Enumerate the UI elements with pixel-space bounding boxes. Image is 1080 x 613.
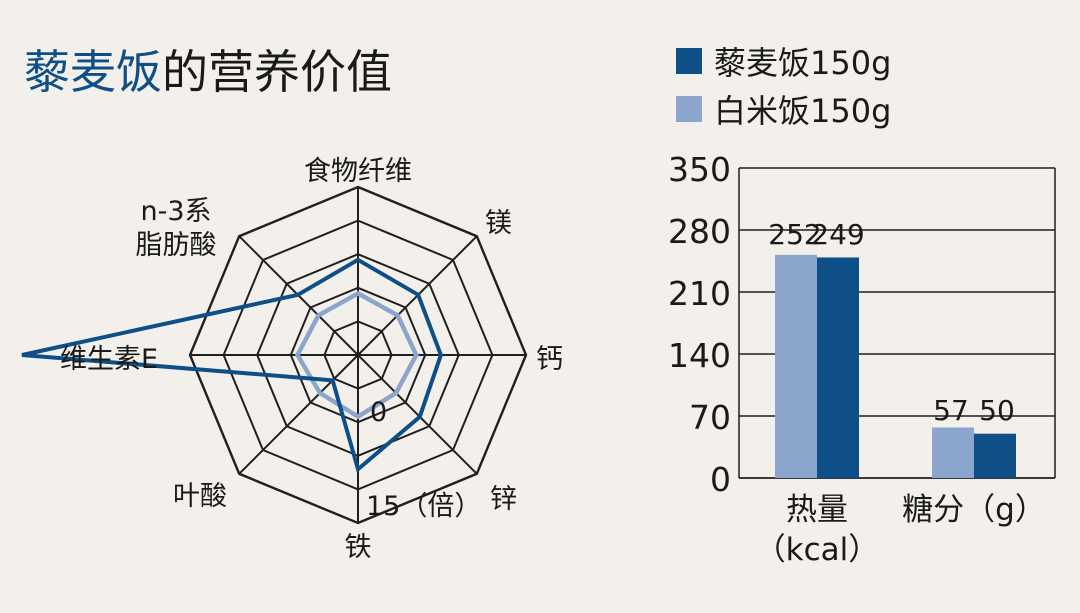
title-rest: 的营养价值 (162, 45, 392, 99)
radar-axis-label: 钙 (536, 344, 563, 375)
radar-axis-label: 维生素E (60, 344, 158, 375)
radar-series-rice (294, 290, 419, 420)
bar-y-tick-label: 210 (668, 274, 731, 313)
radar-scale-min: 0 (370, 397, 387, 428)
legend-label: 藜麦饭150g (714, 44, 891, 82)
page-title: 藜麦饭的营养价值 (24, 45, 392, 99)
bar-data-label: 252 (768, 218, 821, 251)
bar-quinoa (817, 257, 859, 478)
bar-data-label: 57 (933, 394, 969, 427)
radar-axis-label: 镁 (485, 208, 512, 239)
bar-quinoa (974, 433, 1016, 478)
bar-y-tick-label: 0 (710, 460, 731, 499)
bar-rice (775, 254, 817, 478)
title-highlight: 藜麦饭 (24, 45, 162, 99)
bar-x-category-label: 糖分（g） (902, 492, 1046, 528)
radar-axis-label: 铁 (345, 532, 372, 563)
bar-x-category-label: 热量 (786, 492, 848, 528)
bar-rice (932, 427, 974, 478)
bar-data-label: 50 (979, 394, 1015, 427)
radar-spoke (357, 354, 478, 475)
legend: 藜麦饭150g 白米饭150g (676, 44, 891, 130)
legend-swatch (676, 48, 702, 74)
bar-data-label: 249 (811, 218, 864, 251)
bar-y-tick-label: 350 (668, 150, 731, 189)
bar-y-tick-label: 140 (668, 336, 731, 375)
bar-x-category-label: （kcal） (755, 532, 880, 568)
radar-axis-label: 食物纤维 (304, 156, 412, 187)
radar-axis-label: 叶酸 (173, 481, 227, 512)
radar-series-quinoa (21, 257, 444, 473)
radar-axis-label: 脂肪酸 (136, 230, 217, 261)
legend-swatch (676, 96, 702, 122)
radar-axis-label: n-3系 (140, 196, 211, 227)
legend-label: 白米饭150g (714, 92, 891, 130)
radar-scale-max: 15（倍） (366, 491, 481, 522)
radar-spoke (238, 354, 359, 475)
bar-y-tick-label: 280 (668, 212, 731, 251)
radar-axis-label: 锌 (490, 484, 517, 515)
bar-y-tick-label: 70 (689, 398, 731, 437)
